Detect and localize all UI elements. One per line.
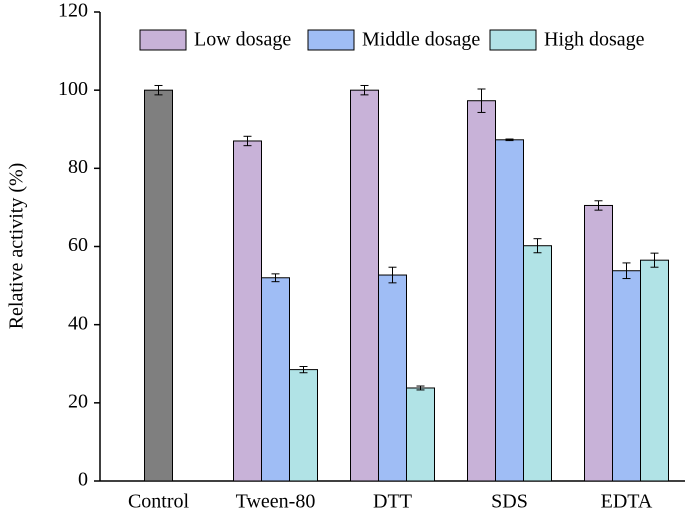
y-tick-label: 0 bbox=[78, 469, 88, 491]
error-bar bbox=[360, 84, 369, 96]
bar bbox=[406, 387, 435, 482]
error-bar bbox=[271, 273, 280, 283]
legend-swatch bbox=[489, 29, 537, 51]
error-bar bbox=[416, 385, 425, 391]
bar bbox=[523, 245, 552, 482]
y-tick-label: 20 bbox=[68, 390, 88, 412]
bar bbox=[495, 139, 524, 482]
legend-swatch bbox=[307, 29, 355, 51]
error-bar bbox=[533, 238, 542, 254]
bar bbox=[289, 369, 318, 482]
bar bbox=[233, 140, 262, 482]
x-tick-label: Tween-80 bbox=[236, 491, 316, 513]
x-tick-label: Control bbox=[128, 491, 190, 513]
x-tick-label: EDTA bbox=[601, 491, 653, 513]
y-tick-label: 100 bbox=[58, 78, 88, 100]
bar bbox=[261, 277, 290, 482]
bar bbox=[350, 89, 379, 482]
y-tick-label: 60 bbox=[68, 234, 88, 256]
bar bbox=[467, 100, 496, 482]
error-bar bbox=[505, 138, 514, 142]
bar bbox=[584, 204, 613, 482]
y-tick-label: 120 bbox=[58, 0, 88, 22]
legend-label: High dosage bbox=[544, 29, 645, 51]
error-bar bbox=[388, 266, 397, 284]
error-bar bbox=[154, 84, 163, 96]
error-bar bbox=[477, 88, 486, 113]
error-bar bbox=[299, 365, 308, 374]
x-tick-label: DTT bbox=[373, 491, 412, 513]
bar bbox=[378, 274, 407, 482]
legend-label: Low dosage bbox=[194, 29, 291, 51]
error-bar bbox=[622, 262, 631, 280]
y-tick-label: 80 bbox=[68, 156, 88, 178]
bar bbox=[612, 270, 641, 482]
error-bar bbox=[650, 252, 659, 268]
legend-swatch bbox=[139, 29, 187, 51]
bar bbox=[144, 89, 173, 482]
y-axis-label: Relative activity (%) bbox=[6, 163, 28, 330]
error-bar bbox=[594, 200, 603, 211]
x-tick-label: SDS bbox=[491, 491, 528, 513]
legend-label: Middle dosage bbox=[362, 29, 480, 51]
error-bar bbox=[243, 135, 252, 147]
bar bbox=[640, 259, 669, 482]
y-tick-label: 40 bbox=[68, 312, 88, 334]
